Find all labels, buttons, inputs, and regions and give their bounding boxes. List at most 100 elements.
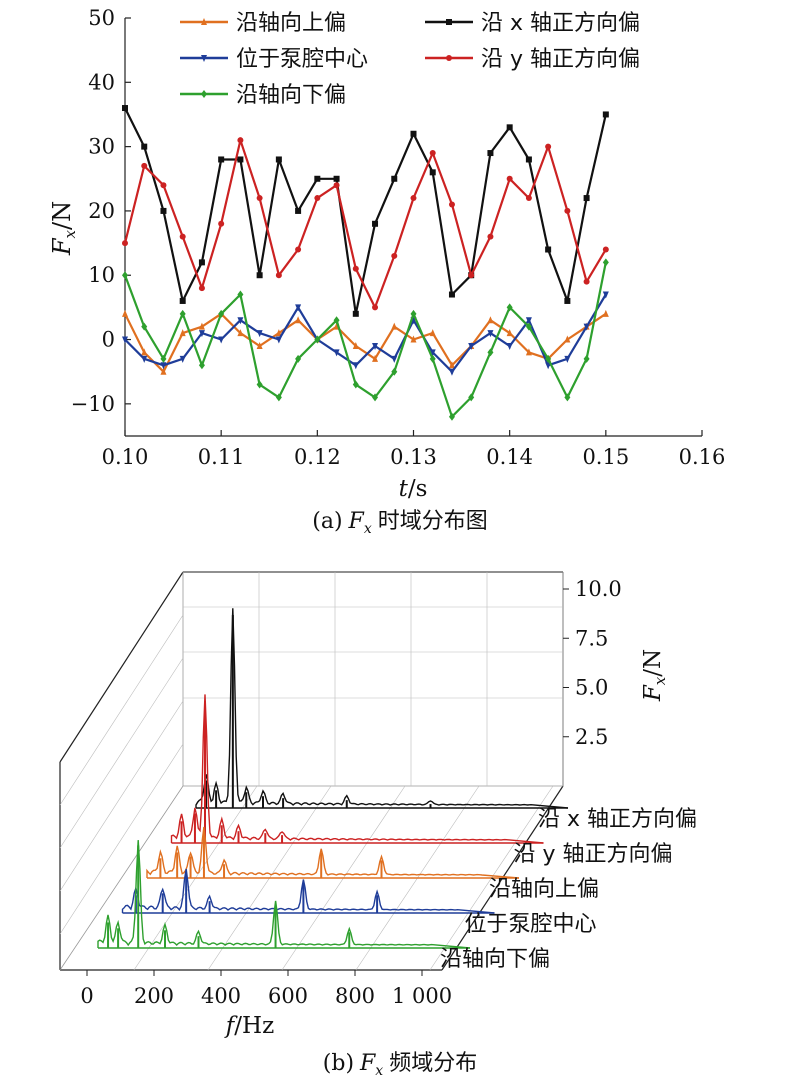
data-point	[141, 322, 148, 331]
data-point	[160, 182, 167, 189]
y-ticks: 50 40 30 20 10 0 −10	[71, 6, 131, 416]
y-tick-label: 20	[88, 199, 115, 223]
series-path	[123, 262, 607, 418]
data-point	[583, 195, 590, 202]
data-point	[160, 367, 167, 375]
x-tick-label: 400	[201, 984, 241, 1008]
data-point	[295, 246, 302, 253]
legend-item: 沿 y 轴正方向偏	[425, 47, 640, 72]
data-point	[448, 412, 455, 421]
spectrum	[146, 826, 520, 879]
data-point	[201, 18, 207, 25]
3d-box	[59, 571, 564, 971]
data-point	[179, 297, 186, 304]
data-point	[295, 304, 302, 312]
data-point	[352, 362, 359, 370]
caption-b: (b) Fx 频域分布	[323, 1051, 477, 1079]
series-line	[122, 137, 609, 311]
y-tick-label: 30	[88, 135, 115, 159]
legend-label: 沿 x 轴正方向偏	[481, 11, 640, 36]
data-point	[218, 309, 225, 318]
frame-line	[59, 785, 184, 971]
legend-item: 沿 x 轴正方向偏	[425, 11, 640, 36]
y-tick-label: 40	[88, 70, 115, 94]
legend-item: 位于泵腔中心	[180, 47, 368, 72]
data-point	[218, 336, 225, 344]
data-point	[333, 316, 340, 325]
data-point	[506, 175, 513, 182]
x-axis-label: f/Hz	[224, 1013, 274, 1039]
data-point	[391, 252, 398, 259]
data-point	[314, 335, 321, 344]
z-tick-label: 10.0	[575, 577, 622, 601]
y-tick-label: 50	[88, 6, 115, 30]
data-point	[275, 272, 282, 279]
data-point	[372, 354, 379, 362]
x-tick-label: 0.16	[679, 445, 726, 469]
data-point	[314, 175, 321, 182]
data-point	[122, 240, 128, 247]
data-point	[429, 169, 436, 176]
data-point	[198, 330, 205, 338]
data-point	[256, 195, 263, 202]
series-name-label: 沿轴向上偏	[489, 877, 599, 902]
data-point	[372, 393, 379, 402]
data-point	[468, 393, 475, 402]
data-point	[448, 201, 455, 208]
data-point	[295, 316, 302, 324]
legend-label: 位于泵腔中心	[236, 47, 368, 72]
legend-item: 沿轴向上偏	[180, 11, 346, 36]
data-point	[198, 361, 205, 370]
data-point	[122, 105, 128, 112]
data-point	[352, 265, 359, 272]
data-point	[256, 341, 263, 349]
spectra	[97, 608, 569, 949]
series-name-label: 位于泵腔中心	[465, 912, 597, 937]
data-point	[410, 130, 417, 137]
x-ticks: 0.10 0.11 0.12 0.13 0.14 0.15 0.16	[102, 430, 726, 469]
spectrum-curve	[195, 608, 569, 809]
data-point	[237, 156, 244, 163]
series-path	[124, 312, 607, 373]
data-point	[429, 150, 436, 157]
y-axis-label: Fx/N	[48, 201, 79, 256]
data-point	[564, 393, 571, 402]
data-point	[295, 207, 302, 214]
data-point	[295, 354, 302, 363]
data-point	[391, 355, 398, 363]
x-axis-label: t/s	[399, 476, 428, 502]
data-point	[525, 322, 532, 331]
data-point	[545, 246, 552, 253]
series-path	[124, 107, 607, 315]
x-tick-label: 800	[335, 984, 375, 1008]
data-point	[446, 19, 452, 25]
data-point	[237, 317, 244, 325]
data-point	[372, 342, 379, 350]
data-point	[448, 291, 455, 298]
data-point	[218, 156, 225, 163]
frame-line	[59, 743, 184, 935]
series-name-label: 沿 y 轴正方向偏	[514, 842, 673, 867]
data-point	[122, 309, 128, 317]
series-line	[122, 291, 609, 376]
spectrum-curve	[121, 868, 495, 914]
data-point	[448, 368, 455, 376]
series-path	[123, 139, 607, 309]
y-tick-label: 10	[88, 263, 115, 287]
series-name-label: 沿轴向下偏	[440, 947, 550, 972]
data-point	[583, 323, 590, 331]
data-point	[141, 162, 148, 169]
data-point	[237, 137, 244, 144]
series-name-label: 沿 x 轴正方向偏	[538, 807, 697, 832]
data-point	[201, 90, 207, 98]
data-point	[275, 393, 282, 402]
data-point	[602, 291, 609, 299]
data-point	[314, 195, 321, 202]
data-point	[487, 330, 494, 338]
data-point	[352, 380, 359, 389]
data-point	[429, 329, 436, 337]
data-point	[160, 354, 167, 363]
data-point	[198, 285, 205, 292]
